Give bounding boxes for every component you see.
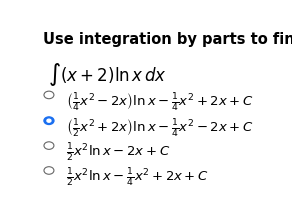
- Text: $\left(\frac{1}{2}x^2 + 2x\right)\ln x - \frac{1}{4}x^2 - 2x + C$: $\left(\frac{1}{2}x^2 + 2x\right)\ln x -…: [66, 117, 253, 139]
- Text: Use integration by parts to find the integral.: Use integration by parts to find the int…: [43, 32, 292, 47]
- Circle shape: [47, 119, 51, 122]
- Text: $\frac{1}{2}x^2\ln x - 2x + C$: $\frac{1}{2}x^2\ln x - 2x + C$: [66, 142, 170, 164]
- Circle shape: [44, 117, 54, 124]
- Text: $\frac{1}{2}x^2\ln x - \frac{1}{4}x^2 + 2x + C$: $\frac{1}{2}x^2\ln x - \frac{1}{4}x^2 + …: [66, 167, 209, 189]
- Text: $\int (x+2)\ln x\, dx$: $\int (x+2)\ln x\, dx$: [48, 61, 167, 88]
- Text: $\left(\frac{1}{4}x^2 - 2x\right)\ln x - \frac{1}{4}x^2 + 2x + C$: $\left(\frac{1}{4}x^2 - 2x\right)\ln x -…: [66, 91, 253, 113]
